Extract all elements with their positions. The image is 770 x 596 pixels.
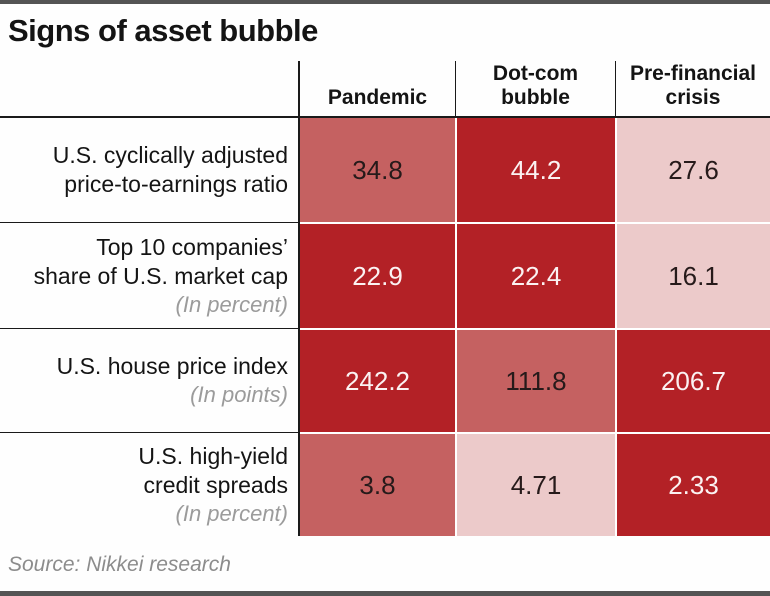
- row-label-u-s-house-price-index: U.S. house price index (In points): [0, 328, 300, 433]
- value-cell-r2c2: 22.4: [455, 222, 615, 329]
- header-corner-cell: [0, 61, 300, 119]
- value-cell-r4c3: 2.33: [615, 432, 770, 537]
- bottom-rule: [0, 591, 770, 596]
- page-title: Signs of asset bubble: [8, 13, 318, 48]
- row-label-line: Top 10 companies’: [96, 234, 288, 261]
- value-cell-r2c3: 16.1: [615, 222, 770, 329]
- value-cell-r3c2: 111.8: [455, 328, 615, 433]
- row-label-line: U.S. high-yield: [138, 443, 288, 470]
- bubble-table: Pandemic Dot-com bubble Pre-financial cris…: [0, 61, 770, 537]
- row-unit-note: (In percent): [175, 500, 289, 526]
- row-label-line: price-to-earnings ratio: [64, 171, 288, 198]
- row-unit-note: (In percent): [175, 291, 289, 317]
- top-rule: [0, 0, 770, 4]
- value-cell-r1c2: 44.2: [455, 118, 615, 223]
- value-cell-r1c3: 27.6: [615, 118, 770, 223]
- column-header-pandemic: Pandemic: [300, 61, 455, 119]
- value-cell-r4c1: 3.8: [300, 432, 455, 537]
- row-label-u-s-high-yield: U.S. high-yield credit spreads (In percent…: [0, 432, 300, 537]
- row-label-line: U.S. house price index: [56, 353, 288, 380]
- row-label-line: U.S. cyclically adjusted: [52, 142, 288, 169]
- value-cell-r1c1: 34.8: [300, 118, 455, 223]
- row-label-line: share of U.S. market cap: [33, 262, 288, 289]
- row-label-u-s-cyclically-adjusted: U.S. cyclically adjusted price-to-earning…: [0, 118, 300, 223]
- column-header-dot-com-bubble: Dot-com bubble: [455, 61, 615, 119]
- value-cell-r4c2: 4.71: [455, 432, 615, 537]
- value-cell-r3c1: 242.2: [300, 328, 455, 433]
- row-label-line: credit spreads: [143, 471, 288, 498]
- row-label-top-10-companies: Top 10 companies’ share of U.S. market ca…: [0, 222, 300, 329]
- source-note: Source: Nikkei research: [8, 553, 231, 577]
- row-unit-note: (In points): [190, 382, 288, 408]
- value-cell-r3c3: 206.7: [615, 328, 770, 433]
- value-cell-r2c1: 22.9: [300, 222, 455, 329]
- column-header-pre-financial-crisis: Pre-financial crisis: [615, 61, 770, 119]
